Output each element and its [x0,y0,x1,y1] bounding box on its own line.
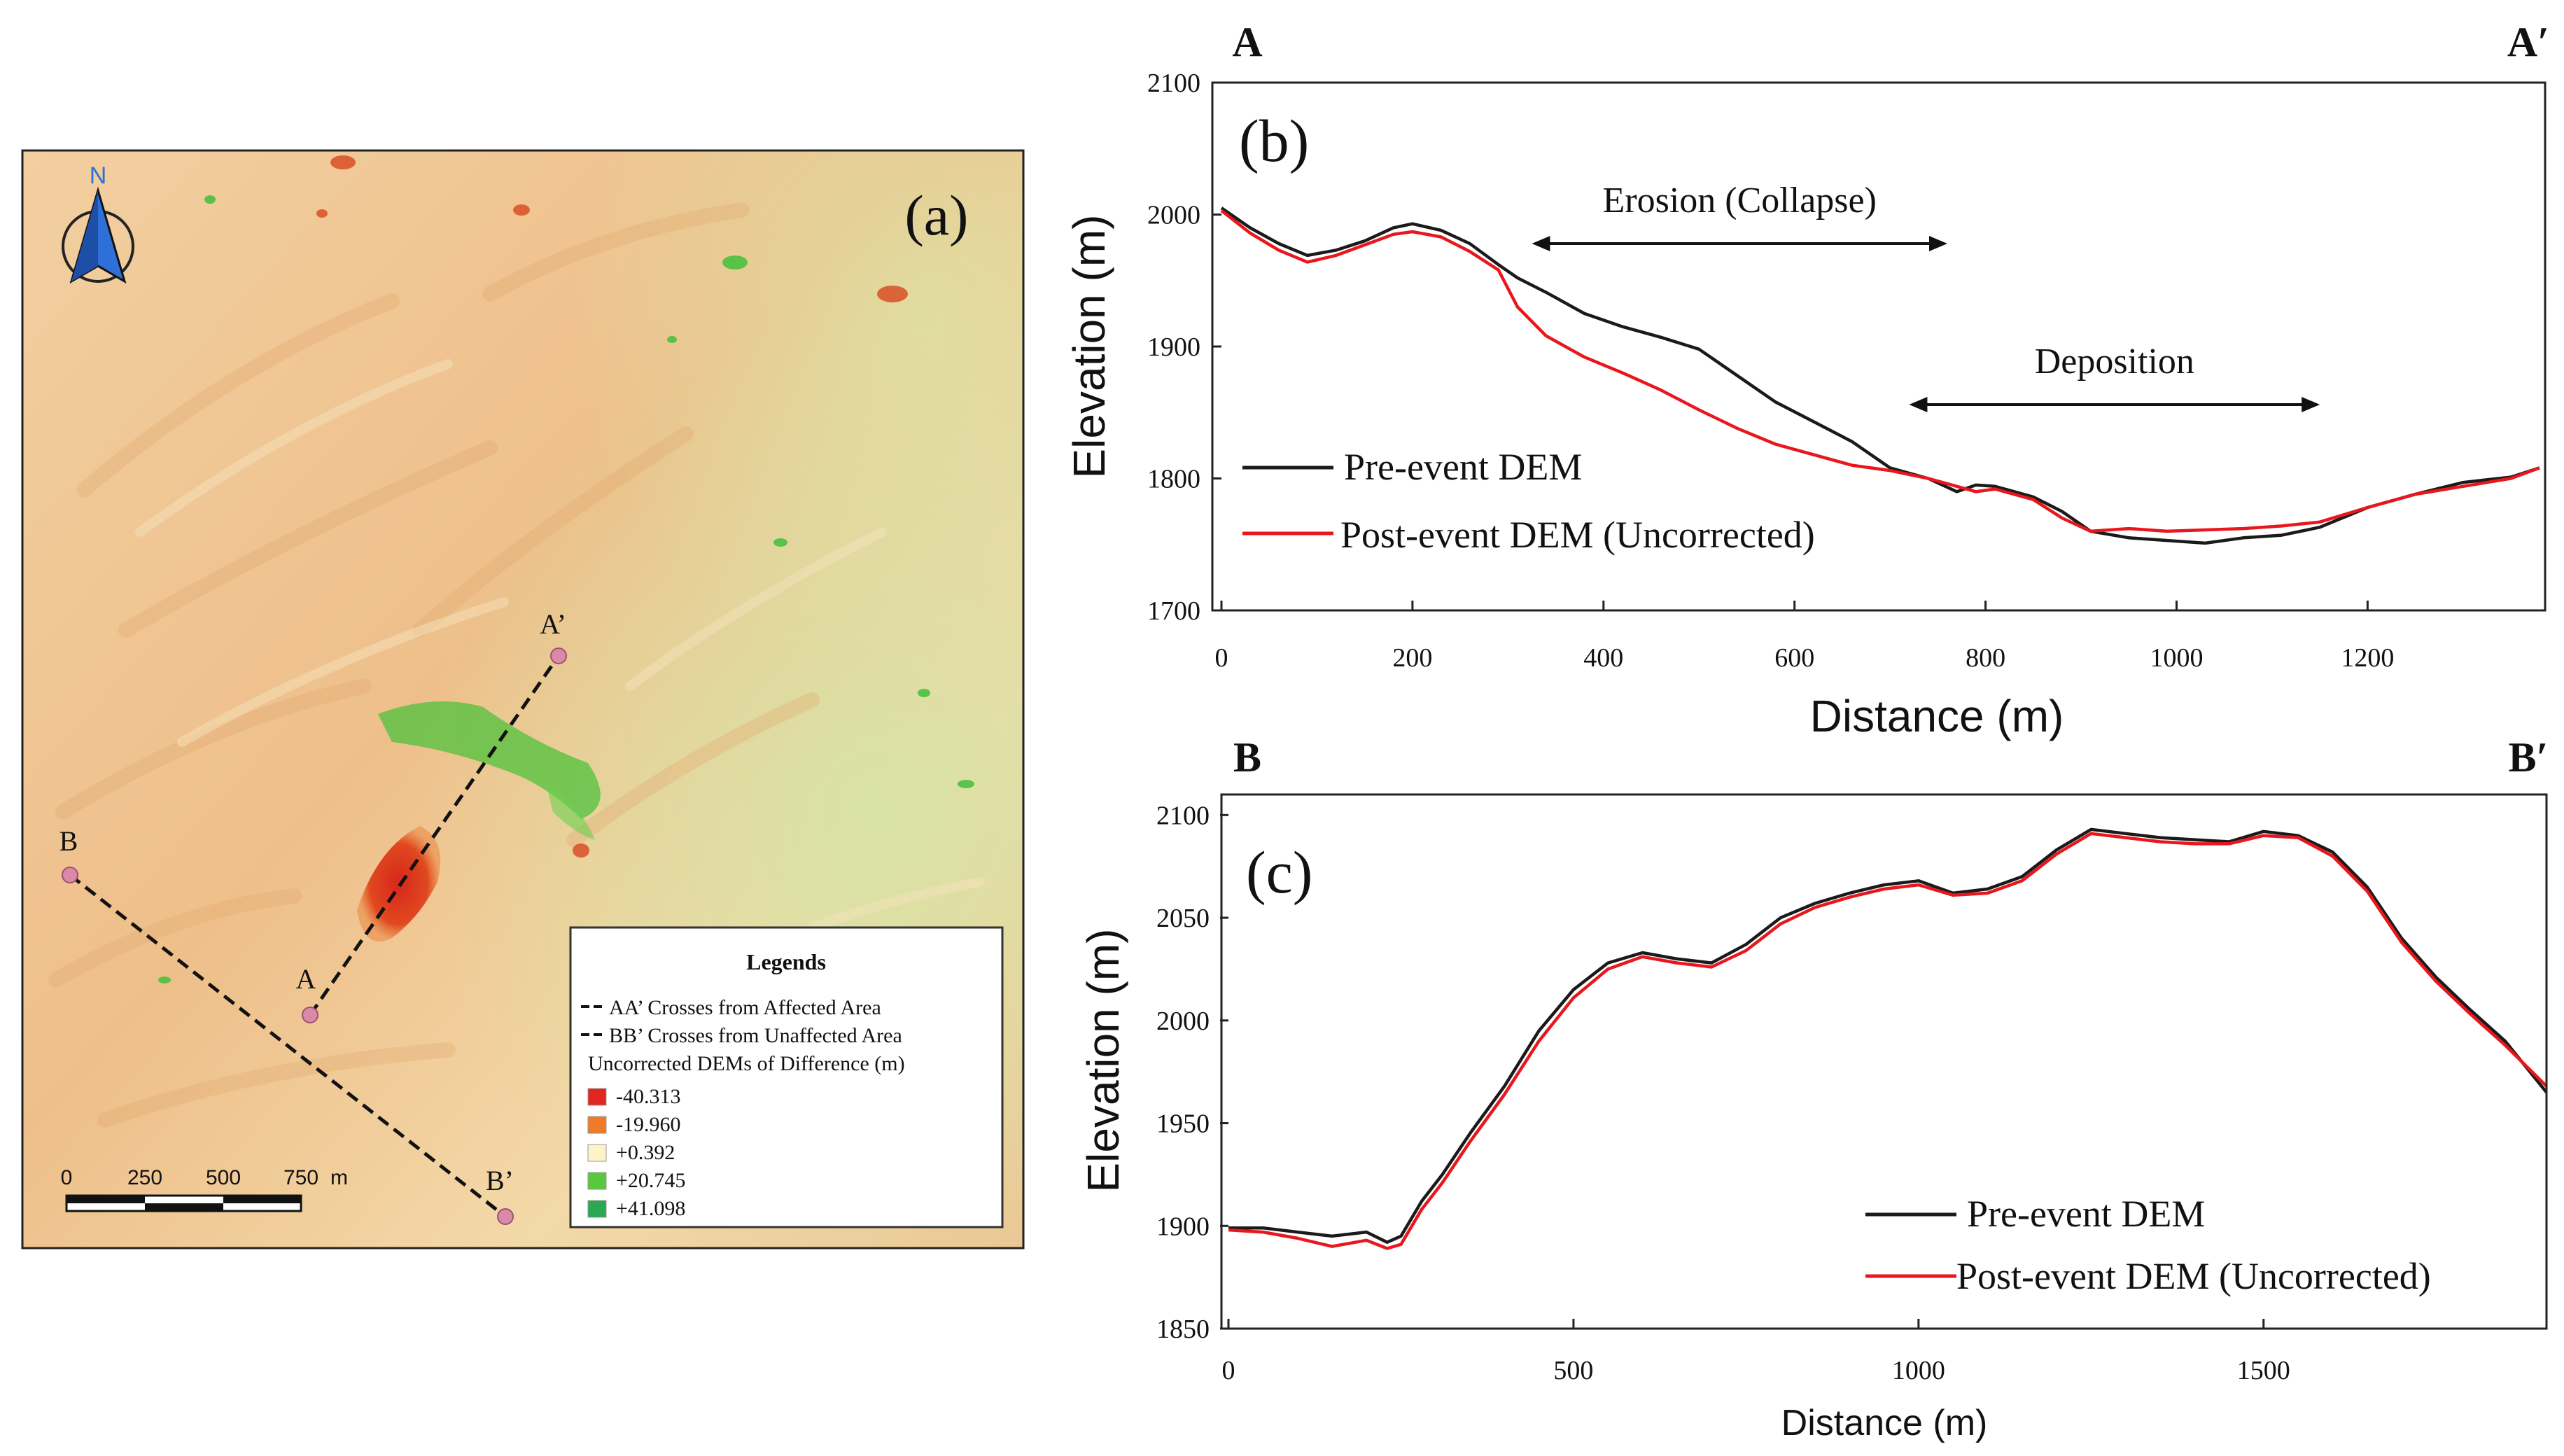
legend-class-label: -40.313 [616,1085,681,1108]
point-a-prime-marker [550,648,567,664]
legend-class-swatch [587,1116,607,1134]
map-panel: N (a) A A’ B B’ 0 250 500 750 m Legends … [21,149,1025,1250]
chart-b-annotation-deposition: Deposition [2035,342,2194,382]
legend-line-aa: AA’ Crosses from Affected Area [609,996,881,1019]
chart-c-left-label: B [1233,734,1261,780]
chart-c-series-post-event [1228,832,2547,1250]
point-b-prime-marker [497,1208,514,1225]
chart-c-ytick-label: 1950 [1156,1110,1210,1139]
chart-b-legend-post: Post-event DEM (Uncorrected) [1340,514,1815,556]
scale-tick-500: 500 [206,1166,241,1189]
chart-c-legend-post: Post-event DEM (Uncorrected) [1956,1255,2431,1297]
chart-b-ytick-label: 1900 [1147,332,1200,362]
chart-b-annotation-erosion: Erosion (Collapse) [1603,181,1877,220]
scale-bar [65,1194,302,1212]
chart-b-xtick-label: 1000 [2150,643,2203,673]
arrowhead-left-icon [1532,235,1550,251]
chart-b-right-label: A′ [2507,19,2549,65]
scale-tick-250: 250 [127,1166,162,1189]
chart-c-legend-pre: Pre-event DEM [1967,1193,2205,1235]
chart-b-frame [1211,81,2547,612]
legend-class-swatch [587,1088,607,1106]
point-a-label: A [296,963,316,995]
chart-b-series-post-event [1220,209,2540,533]
chart-c-panel-label: (c) [1246,839,1312,906]
arrowhead-right-icon [2302,396,2320,412]
chart-b-ytick-label: 1800 [1147,465,1200,494]
chart-b-xtick-label: 200 [1392,643,1432,673]
chart-b-ylabel: Elevation (m) [1064,215,1114,479]
profile-chart-aa: A A′ (b) 0 200 400 600 800 1000 1200 1700 1800 19… [1064,19,2549,741]
chart-b-panel-label: (b) [1239,107,1309,174]
transect-bb [69,874,507,1218]
legend-line-bb: BB’ Crosses from Unaffected Area [609,1024,902,1047]
legend-class-label: -19.960 [616,1113,681,1136]
chart-b-xlabel: Distance (m) [1810,691,2064,741]
chart-b-xtick-label: 0 [1215,643,1228,673]
chart-b-xtick-label: 1200 [2341,643,2394,673]
point-a-marker [302,1007,318,1023]
legend-subtitle: Uncorrected DEMs of Difference (m) [588,1052,905,1075]
chart-b-xtick-label: 800 [1966,643,2005,673]
point-b-marker [62,867,78,883]
chart-b-ytick-label: 2100 [1147,69,1200,98]
chart-b-ytick-label: 1700 [1147,596,1200,626]
chart-c-ytick-label: 2000 [1156,1007,1210,1036]
chart-b-ytick-label: 2000 [1147,201,1200,230]
arrowhead-left-icon [1909,396,1928,412]
chart-c-ytick-label: 1850 [1156,1315,1210,1344]
chart-c-xtick-label: 1000 [1892,1356,1945,1385]
point-b-prime-label: B’ [486,1165,514,1196]
arrowhead-right-icon [1929,235,1948,251]
chart-b-legend-pre: Pre-event DEM [1344,446,1582,488]
chart-c-series-pre-event [1228,827,2547,1244]
legend-class-label: +0.392 [616,1141,675,1164]
north-label: N [90,162,107,189]
chart-c-ylabel: Elevation (m) [1078,929,1128,1193]
legend-class-swatch [587,1144,607,1162]
chart-b-left-label: A [1232,19,1262,65]
chart-b-xtick-label: 400 [1583,643,1623,673]
chart-c-xtick-label: 1500 [2237,1356,2290,1385]
transect-aa [308,654,561,1016]
point-b-label: B [59,825,78,857]
chart-c-ytick-label: 2050 [1156,904,1210,933]
point-a-prime-label: A’ [540,608,566,640]
legend-class-swatch [587,1172,607,1190]
legend-title: Legends [746,949,826,974]
north-arrow-icon [62,186,134,284]
chart-c-xtick-label: 0 [1222,1356,1235,1385]
chart-c-right-label: B′ [2509,734,2549,780]
profile-chart-bb: B B′ (c) 0 500 1000 1500 1850 1900 1950 2000 205… [1078,734,2548,1443]
chart-c-ytick-label: 1900 [1156,1212,1210,1241]
chart-b-xtick-label: 600 [1774,643,1814,673]
chart-c-frame [1220,793,2548,1330]
chart-c-xlabel: Distance (m) [1781,1403,1988,1443]
chart-c-ytick-label: 2100 [1156,801,1210,830]
map-legend: Legends AA’ Crosses from Affected Area B… [569,926,1004,1228]
scale-tick-0: 0 [61,1166,73,1189]
legend-class-label: +41.098 [616,1197,685,1220]
scale-tick-750: 750 [283,1166,318,1189]
chart-c-xtick-label: 500 [1553,1356,1593,1385]
legend-class-label: +20.745 [616,1169,685,1192]
map-panel-label: (a) [904,183,968,247]
scale-unit: m [330,1166,348,1189]
map-image [22,150,1023,1248]
chart-b-series-pre-event [1220,206,2540,545]
legend-class-swatch [587,1200,607,1218]
